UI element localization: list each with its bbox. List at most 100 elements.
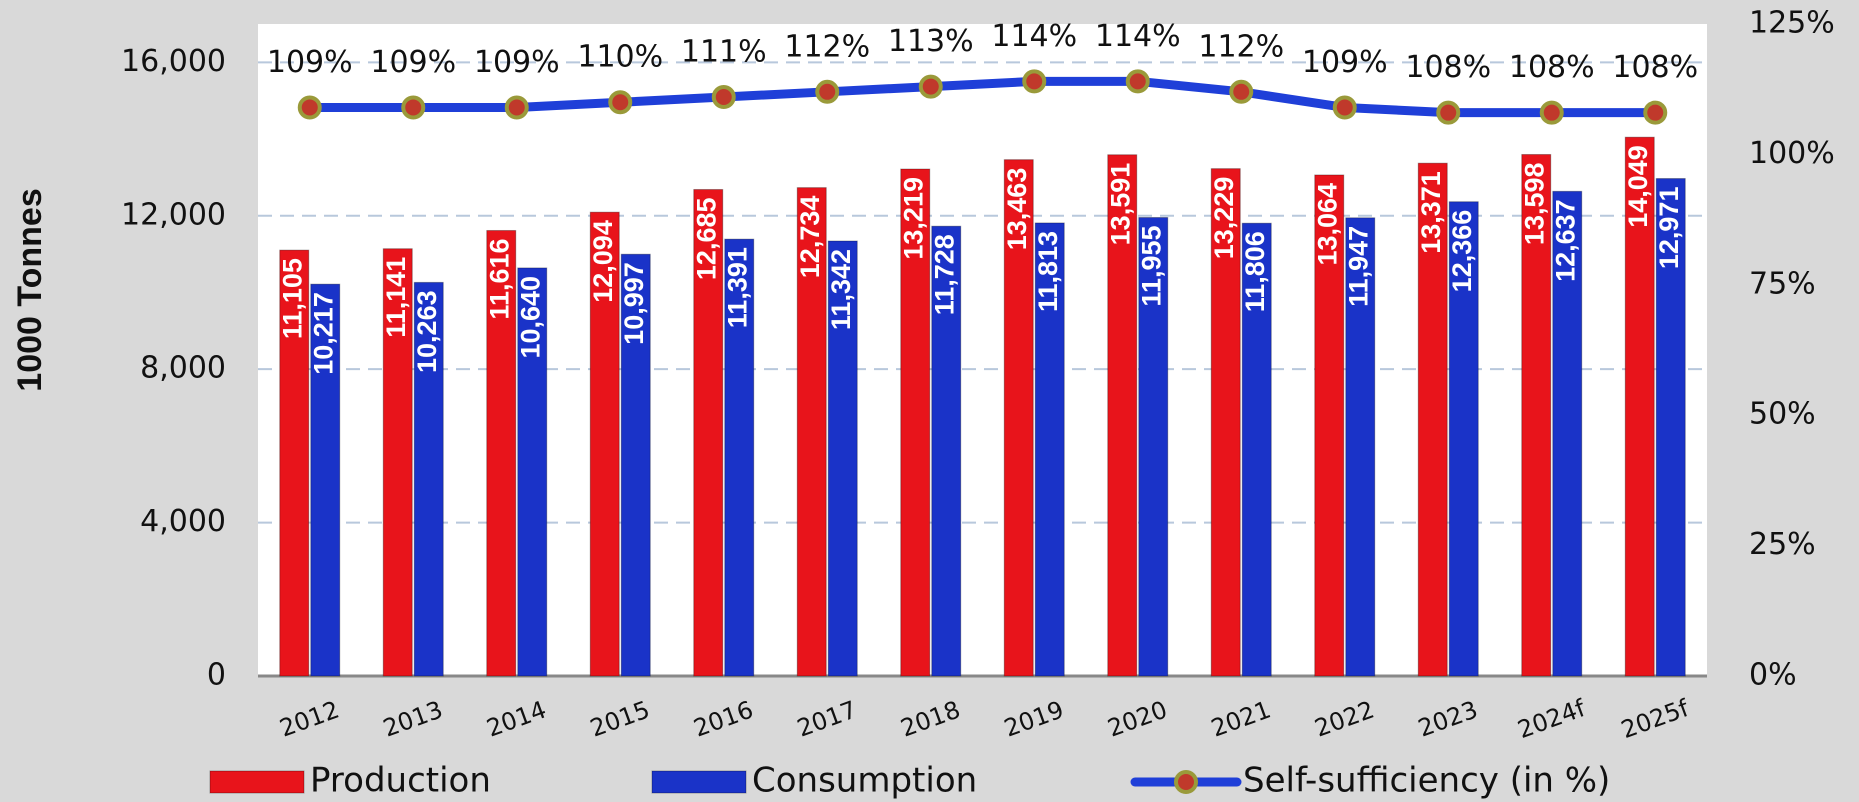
bar-value-label: 12,637 xyxy=(1550,199,1580,282)
line-marker xyxy=(1436,100,1461,125)
line-value-label: 109% xyxy=(1302,45,1388,80)
x-tick-label: 2012 xyxy=(276,695,343,742)
bar-value-label: 13,219 xyxy=(898,177,928,260)
line-marker xyxy=(1022,69,1047,94)
x-tick-label: 2017 xyxy=(793,695,860,742)
line-value-label: 109% xyxy=(267,45,353,80)
bar xyxy=(1034,222,1065,677)
bar-value-label: 13,598 xyxy=(1519,162,1549,245)
bar xyxy=(279,249,310,677)
line-value-label: 108% xyxy=(1405,50,1491,85)
bar-value-label: 13,591 xyxy=(1105,163,1135,246)
line-value-label: 112% xyxy=(1198,29,1284,64)
legend-label: Production xyxy=(310,761,491,801)
line xyxy=(309,76,1656,118)
x-tick-label: 2022 xyxy=(1311,695,1378,742)
y-tick-label: 12,000 xyxy=(121,197,226,232)
line-marker xyxy=(815,79,840,104)
bar-value-label: 10,640 xyxy=(515,276,545,359)
bar-value-label: 11,141 xyxy=(381,257,411,338)
bar xyxy=(1107,154,1138,677)
bar xyxy=(900,168,931,677)
line-value-label: 110% xyxy=(577,40,663,75)
line-marker xyxy=(1332,95,1357,120)
bar xyxy=(517,267,548,677)
line-value-label: 109% xyxy=(370,45,456,80)
bar-value-label: 12,685 xyxy=(691,197,721,280)
line-value-label: 112% xyxy=(784,29,870,64)
bar-value-label: 11,728 xyxy=(929,234,959,315)
x-tick-label: 2016 xyxy=(690,695,757,742)
line-value-label: 108% xyxy=(1612,50,1698,85)
bar xyxy=(693,188,724,677)
bar-value-label: 12,971 xyxy=(1654,187,1684,270)
bar xyxy=(1210,168,1241,677)
bar-value-label: 11,105 xyxy=(277,258,307,339)
line-marker xyxy=(608,90,633,115)
line-marker xyxy=(401,95,426,120)
bar xyxy=(1417,162,1448,677)
line-marker xyxy=(1125,69,1150,94)
bar xyxy=(413,281,444,677)
bar xyxy=(1138,216,1169,677)
bar-value-label: 11,813 xyxy=(1033,231,1063,312)
legend-swatch xyxy=(209,770,305,794)
y2-tick-label: 100% xyxy=(1749,136,1835,171)
bar-value-label: 12,366 xyxy=(1447,210,1477,293)
y-tick-label: 8,000 xyxy=(140,351,226,386)
line-value-label: 114% xyxy=(1095,19,1181,54)
bar xyxy=(1345,217,1376,677)
bar-value-label: 11,391 xyxy=(722,247,752,328)
x-tick-label: 2014 xyxy=(483,695,550,742)
bar-value-label: 13,463 xyxy=(1002,168,1032,251)
bar xyxy=(310,283,341,677)
y2-tick-label: 75% xyxy=(1749,266,1816,301)
bar-value-label: 11,947 xyxy=(1343,226,1373,307)
line-marker xyxy=(918,74,943,99)
bar xyxy=(589,211,620,677)
bar xyxy=(486,229,517,677)
bar-value-label: 10,263 xyxy=(412,290,442,373)
bar-value-label: 10,997 xyxy=(619,262,649,345)
y-axis-label: 1000 Tonnes xyxy=(11,188,49,391)
bar-value-label: 12,094 xyxy=(588,220,618,303)
y2-tick-label: 0% xyxy=(1749,658,1797,693)
y2-tick-label: 50% xyxy=(1749,397,1816,432)
line-marker xyxy=(711,85,736,110)
bar xyxy=(620,253,651,677)
x-tick-label: 2020 xyxy=(1104,695,1171,742)
bar xyxy=(1552,190,1583,677)
x-tick-label: 2013 xyxy=(379,695,446,742)
line-value-label: 109% xyxy=(474,45,560,80)
bar-value-label: 14,049 xyxy=(1623,145,1653,228)
x-tick-label: 2023 xyxy=(1414,695,1481,742)
line-marker xyxy=(1229,79,1254,104)
bar-value-label: 11,616 xyxy=(484,238,514,319)
bar xyxy=(931,225,962,677)
bar xyxy=(1655,178,1686,677)
bar-value-label: 11,806 xyxy=(1240,231,1270,312)
bar-value-label: 11,955 xyxy=(1136,225,1166,306)
x-tick-label: 2021 xyxy=(1207,695,1274,742)
plot-area xyxy=(258,24,1707,676)
bar xyxy=(796,187,827,677)
line-marker xyxy=(1539,100,1564,125)
legend-swatch xyxy=(651,770,747,794)
line-value-label: 113% xyxy=(888,24,974,59)
bar-value-label: 12,734 xyxy=(795,196,825,279)
bar-value-label: 13,064 xyxy=(1312,183,1342,266)
y2-tick-label: 125% xyxy=(1749,6,1835,41)
y-tick-label: 0 xyxy=(207,658,226,693)
line-value-label: 108% xyxy=(1509,50,1595,85)
y-tick-label: 4,000 xyxy=(140,504,226,539)
line-marker xyxy=(297,95,322,120)
y2-tick-label: 25% xyxy=(1749,527,1816,562)
x-tick-label: 2019 xyxy=(1000,695,1067,742)
legend-label: Consumption xyxy=(752,761,977,801)
bar-value-label: 13,229 xyxy=(1209,177,1239,260)
line-marker xyxy=(504,95,529,120)
bar xyxy=(724,238,755,677)
bar xyxy=(1003,159,1034,677)
line-marker xyxy=(1643,100,1668,125)
